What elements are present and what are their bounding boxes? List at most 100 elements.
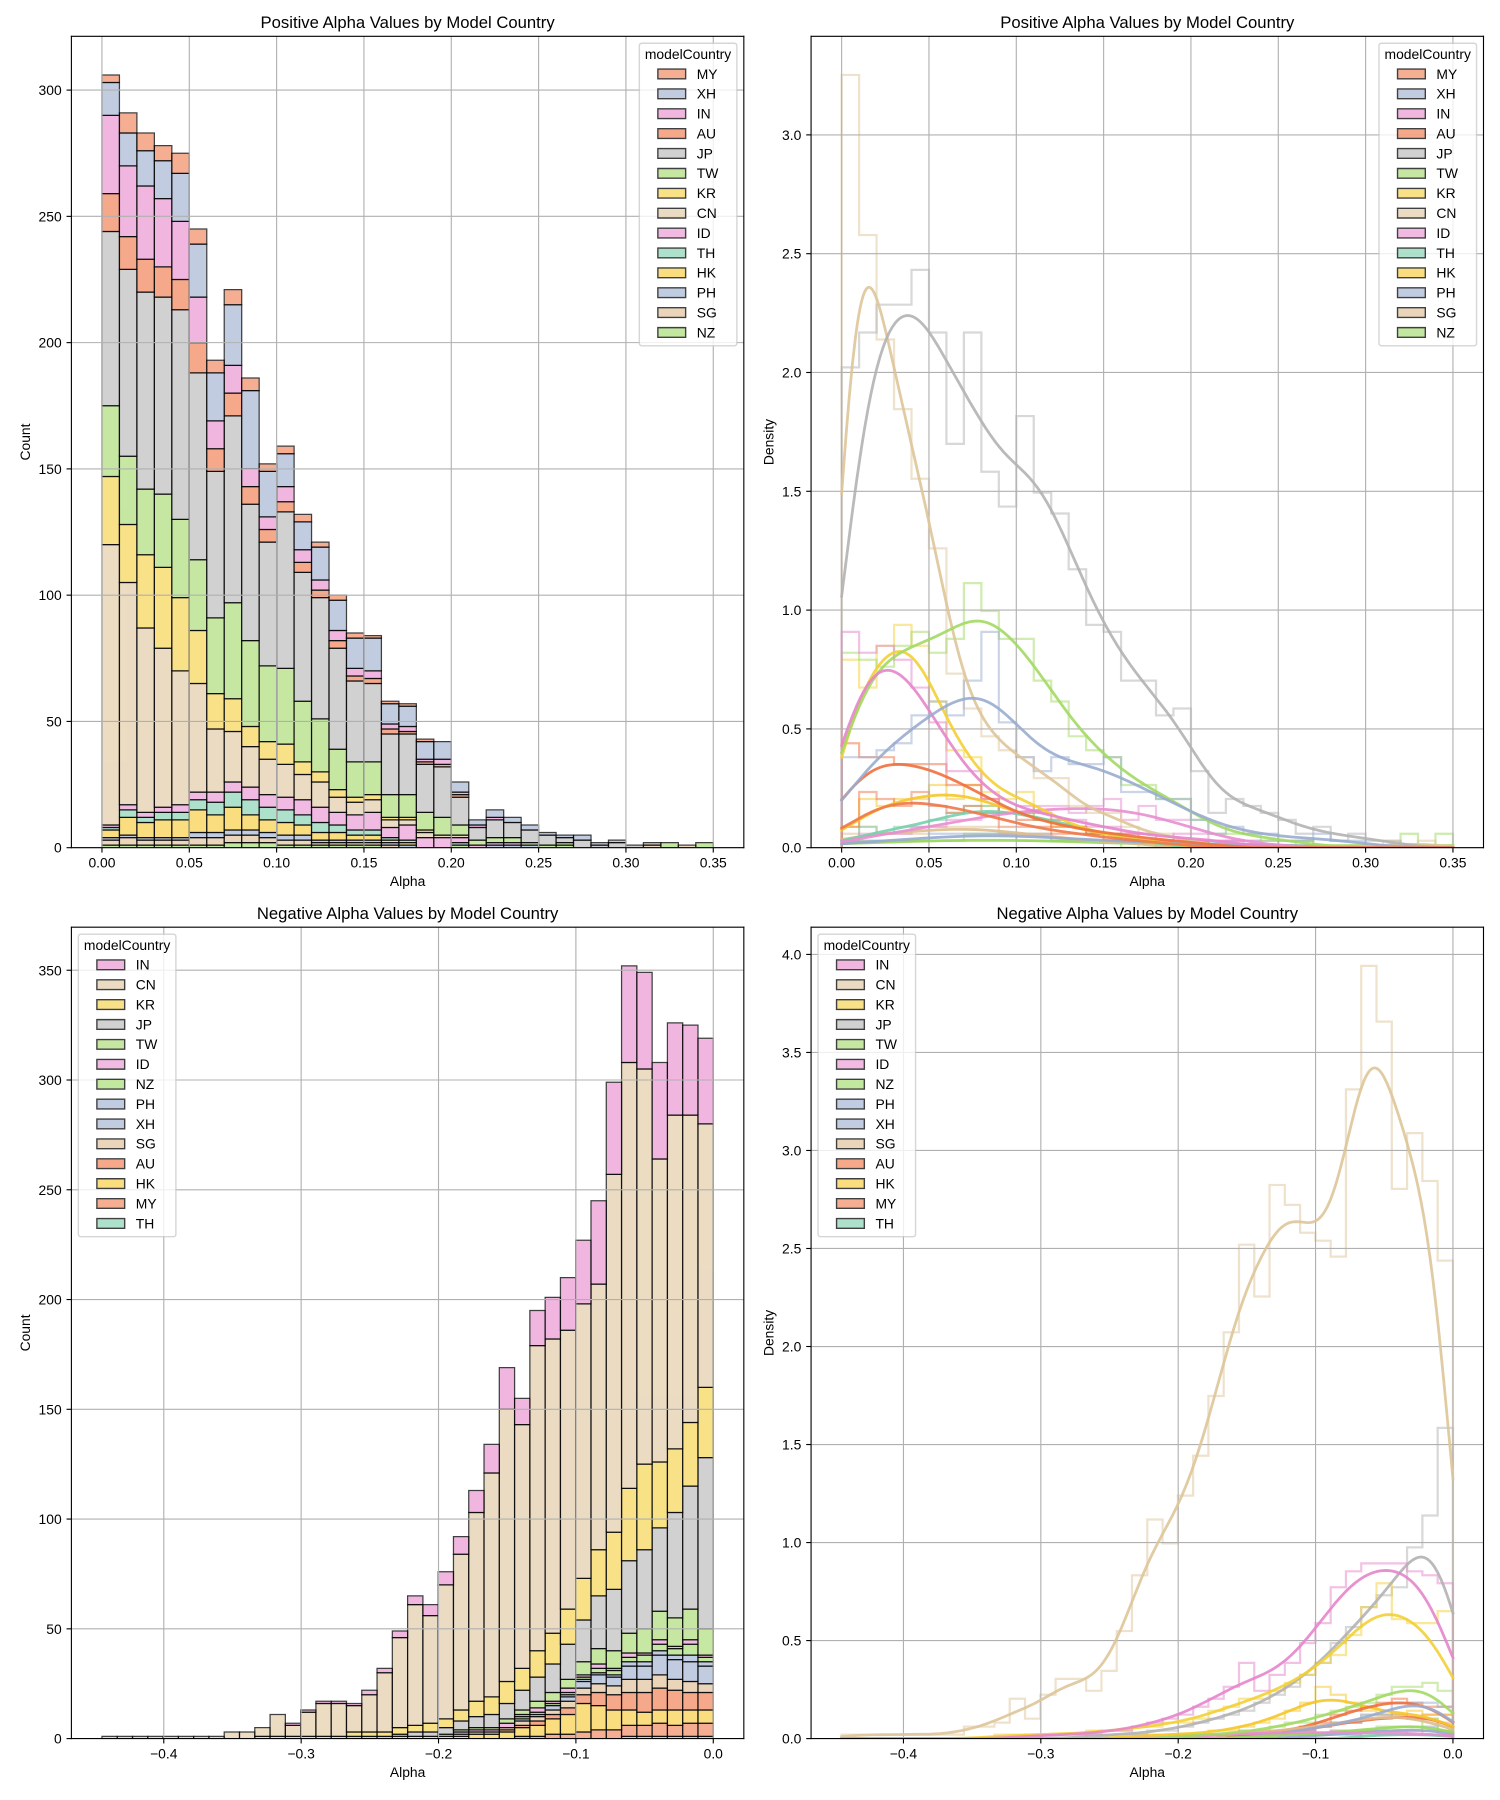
svg-text:HK: HK bbox=[697, 265, 717, 281]
svg-text:2.5: 2.5 bbox=[782, 1241, 802, 1257]
svg-text:100: 100 bbox=[39, 1511, 62, 1527]
svg-text:−0.4: −0.4 bbox=[890, 1745, 918, 1761]
svg-text:SG: SG bbox=[136, 1136, 156, 1152]
svg-text:0.15: 0.15 bbox=[1090, 854, 1117, 870]
svg-text:350: 350 bbox=[39, 962, 62, 978]
svg-text:TH: TH bbox=[1436, 245, 1454, 261]
svg-text:PH: PH bbox=[136, 1096, 155, 1112]
svg-text:modelCountry: modelCountry bbox=[1385, 46, 1471, 62]
svg-text:XH: XH bbox=[1436, 86, 1455, 102]
svg-text:3.0: 3.0 bbox=[782, 1143, 802, 1159]
svg-text:MY: MY bbox=[1436, 66, 1457, 82]
svg-text:CN: CN bbox=[136, 977, 156, 993]
svg-text:KR: KR bbox=[875, 996, 894, 1012]
svg-text:IN: IN bbox=[697, 106, 711, 122]
svg-text:0: 0 bbox=[54, 840, 62, 856]
svg-text:Negative Alpha Values by Model: Negative Alpha Values by Model Country bbox=[997, 904, 1299, 923]
svg-text:0.20: 0.20 bbox=[1177, 854, 1204, 870]
svg-text:Count: Count bbox=[17, 423, 33, 460]
svg-text:0.30: 0.30 bbox=[612, 854, 639, 870]
svg-text:Count: Count bbox=[17, 1314, 33, 1351]
svg-text:0.25: 0.25 bbox=[1265, 854, 1292, 870]
svg-text:TH: TH bbox=[136, 1215, 155, 1231]
svg-text:1.5: 1.5 bbox=[782, 483, 802, 499]
svg-text:SG: SG bbox=[875, 1136, 895, 1152]
svg-text:0.25: 0.25 bbox=[525, 854, 552, 870]
svg-text:−0.1: −0.1 bbox=[1302, 1745, 1330, 1761]
svg-text:TH: TH bbox=[697, 245, 716, 261]
svg-text:Positive Alpha Values by Model: Positive Alpha Values by Model Country bbox=[261, 13, 556, 32]
svg-text:2.0: 2.0 bbox=[782, 1339, 802, 1355]
svg-text:100: 100 bbox=[39, 587, 62, 603]
svg-text:50: 50 bbox=[46, 1621, 62, 1637]
svg-text:0.10: 0.10 bbox=[263, 854, 290, 870]
svg-text:AU: AU bbox=[697, 125, 716, 141]
svg-text:2.0: 2.0 bbox=[782, 365, 802, 381]
svg-text:3.5: 3.5 bbox=[782, 1044, 802, 1060]
svg-text:JP: JP bbox=[697, 145, 713, 161]
svg-text:IN: IN bbox=[875, 957, 889, 973]
svg-text:3.0: 3.0 bbox=[782, 127, 802, 143]
svg-text:TW: TW bbox=[136, 1036, 158, 1052]
svg-text:SG: SG bbox=[697, 304, 717, 320]
svg-text:0.0: 0.0 bbox=[704, 1745, 724, 1761]
svg-text:0.5: 0.5 bbox=[782, 1633, 802, 1649]
svg-text:ID: ID bbox=[136, 1056, 150, 1072]
svg-text:−0.4: −0.4 bbox=[150, 1745, 178, 1761]
svg-text:300: 300 bbox=[39, 82, 62, 98]
svg-text:200: 200 bbox=[39, 335, 62, 351]
svg-text:CN: CN bbox=[697, 205, 717, 221]
svg-text:HK: HK bbox=[875, 1175, 895, 1191]
svg-text:modelCountry: modelCountry bbox=[645, 46, 731, 62]
svg-text:Positive Alpha Values by Model: Positive Alpha Values by Model Country bbox=[1000, 13, 1295, 32]
svg-text:250: 250 bbox=[39, 208, 62, 224]
svg-text:0: 0 bbox=[54, 1731, 62, 1747]
svg-text:NZ: NZ bbox=[697, 324, 716, 340]
svg-text:200: 200 bbox=[39, 1292, 62, 1308]
svg-text:MY: MY bbox=[697, 66, 718, 82]
svg-text:TW: TW bbox=[1436, 165, 1458, 181]
svg-text:IN: IN bbox=[136, 957, 150, 973]
svg-text:0.10: 0.10 bbox=[1003, 854, 1030, 870]
svg-text:TW: TW bbox=[697, 165, 719, 181]
svg-text:0.00: 0.00 bbox=[828, 854, 855, 870]
svg-text:1.0: 1.0 bbox=[782, 1535, 802, 1551]
svg-text:XH: XH bbox=[875, 1116, 894, 1132]
svg-text:ID: ID bbox=[697, 225, 711, 241]
svg-text:PH: PH bbox=[697, 285, 716, 301]
svg-text:IN: IN bbox=[1436, 106, 1450, 122]
svg-text:50: 50 bbox=[46, 713, 62, 729]
svg-text:AU: AU bbox=[875, 1156, 894, 1172]
svg-text:ID: ID bbox=[875, 1056, 889, 1072]
svg-text:−0.3: −0.3 bbox=[287, 1745, 315, 1761]
svg-text:MY: MY bbox=[136, 1195, 157, 1211]
svg-text:SG: SG bbox=[1436, 304, 1456, 320]
svg-text:Alpha: Alpha bbox=[1130, 873, 1166, 889]
svg-text:NZ: NZ bbox=[875, 1076, 894, 1092]
svg-text:HK: HK bbox=[1436, 265, 1456, 281]
svg-text:modelCountry: modelCountry bbox=[84, 937, 170, 953]
svg-text:0.05: 0.05 bbox=[176, 854, 203, 870]
svg-text:TW: TW bbox=[875, 1036, 897, 1052]
svg-text:2.5: 2.5 bbox=[782, 246, 802, 262]
svg-text:ID: ID bbox=[1436, 225, 1450, 241]
svg-text:−0.3: −0.3 bbox=[1027, 1745, 1055, 1761]
svg-text:Alpha: Alpha bbox=[390, 873, 426, 889]
svg-text:0.20: 0.20 bbox=[438, 854, 465, 870]
svg-text:150: 150 bbox=[39, 461, 62, 477]
svg-text:AU: AU bbox=[136, 1156, 155, 1172]
svg-text:0.35: 0.35 bbox=[1439, 854, 1466, 870]
svg-text:0.05: 0.05 bbox=[915, 854, 942, 870]
svg-text:−0.2: −0.2 bbox=[425, 1745, 453, 1761]
svg-text:HK: HK bbox=[136, 1175, 156, 1191]
svg-text:300: 300 bbox=[39, 1072, 62, 1088]
svg-text:0.0: 0.0 bbox=[1443, 1745, 1463, 1761]
svg-text:0.5: 0.5 bbox=[782, 721, 802, 737]
svg-text:MY: MY bbox=[875, 1195, 896, 1211]
svg-text:modelCountry: modelCountry bbox=[824, 937, 910, 953]
svg-text:NZ: NZ bbox=[1436, 324, 1455, 340]
svg-text:250: 250 bbox=[39, 1182, 62, 1198]
svg-text:0.0: 0.0 bbox=[782, 1731, 802, 1747]
svg-text:Alpha: Alpha bbox=[1130, 1764, 1166, 1780]
svg-text:JP: JP bbox=[136, 1016, 152, 1032]
